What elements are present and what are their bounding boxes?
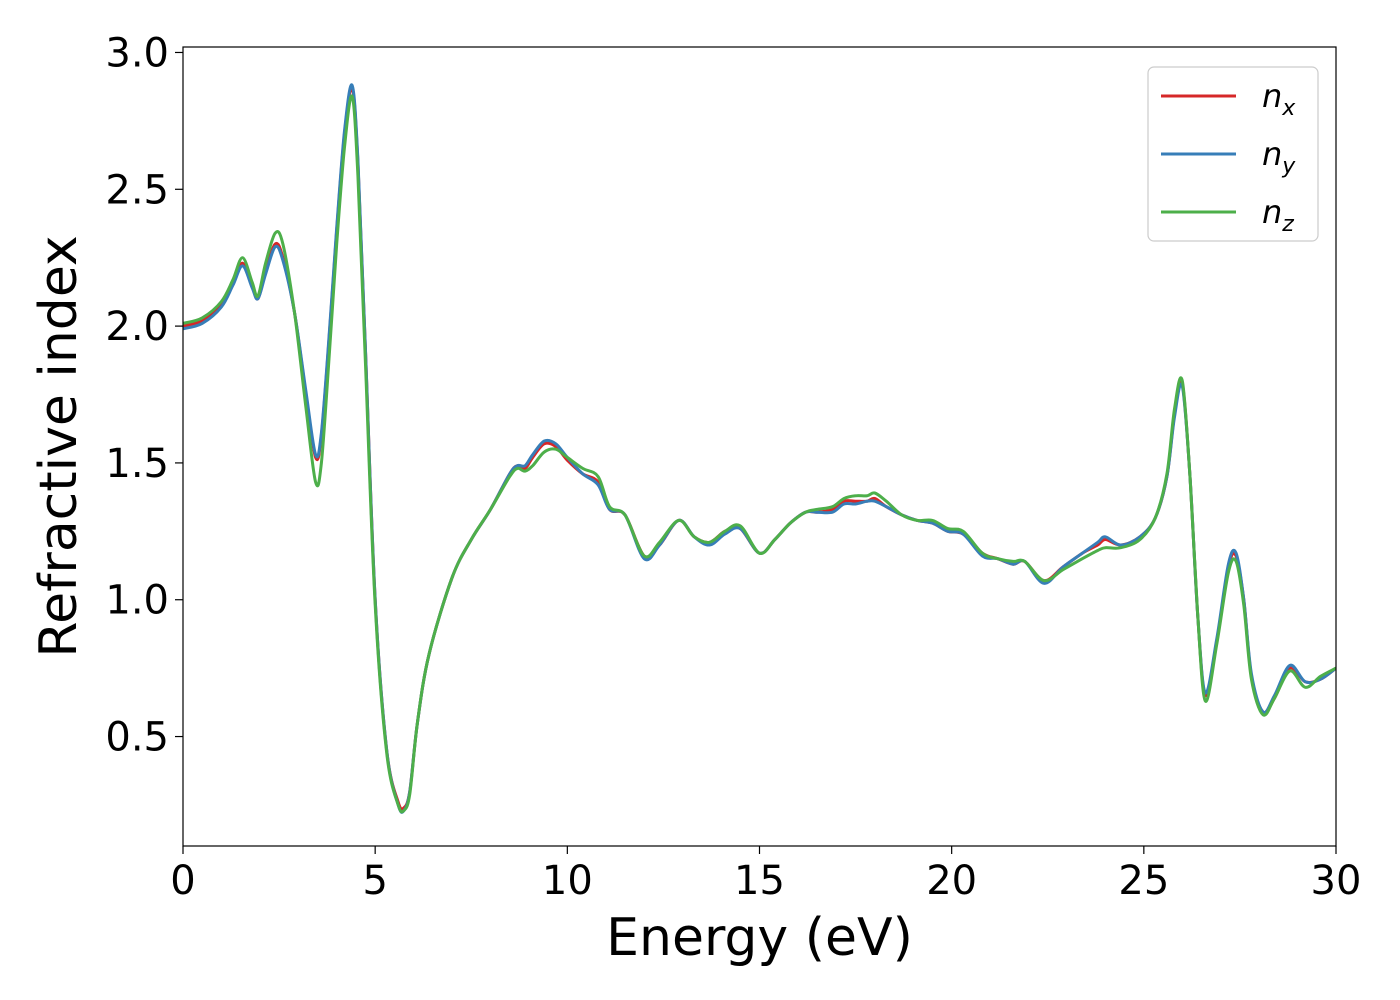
y-tick-label: 3.0 (105, 30, 169, 76)
x-tick-label: 0 (170, 858, 195, 904)
legend: nx ny nz (1147, 66, 1319, 242)
x-tick-label: 5 (362, 858, 387, 904)
y-tick-label: 1.0 (105, 578, 169, 624)
x-axis: 0 5 10 15 20 25 30 (170, 846, 1361, 904)
x-tick-label: 20 (926, 858, 977, 904)
x-tick-label: 25 (1118, 858, 1169, 904)
legend-label-x: nx (1262, 77, 1296, 121)
x-axis-title: Energy (eV) (606, 908, 913, 968)
legend-label-z: nz (1262, 193, 1294, 237)
y-tick-label: 1.5 (105, 441, 169, 487)
x-tick-label: 15 (734, 858, 785, 904)
legend-label-y: ny (1262, 135, 1296, 179)
y-tick-label: 2.5 (105, 167, 169, 213)
x-tick-label: 30 (1311, 858, 1362, 904)
x-tick-label: 10 (542, 858, 593, 904)
y-tick-label: 2.0 (105, 304, 169, 350)
y-axis-title: Refractive index (29, 235, 89, 657)
series-line-z (183, 94, 1336, 814)
y-axis: 0.5 1.0 1.5 2.0 2.5 3.0 (105, 30, 183, 761)
plot-lines (183, 83, 1336, 814)
y-tick-label: 0.5 (105, 715, 169, 761)
